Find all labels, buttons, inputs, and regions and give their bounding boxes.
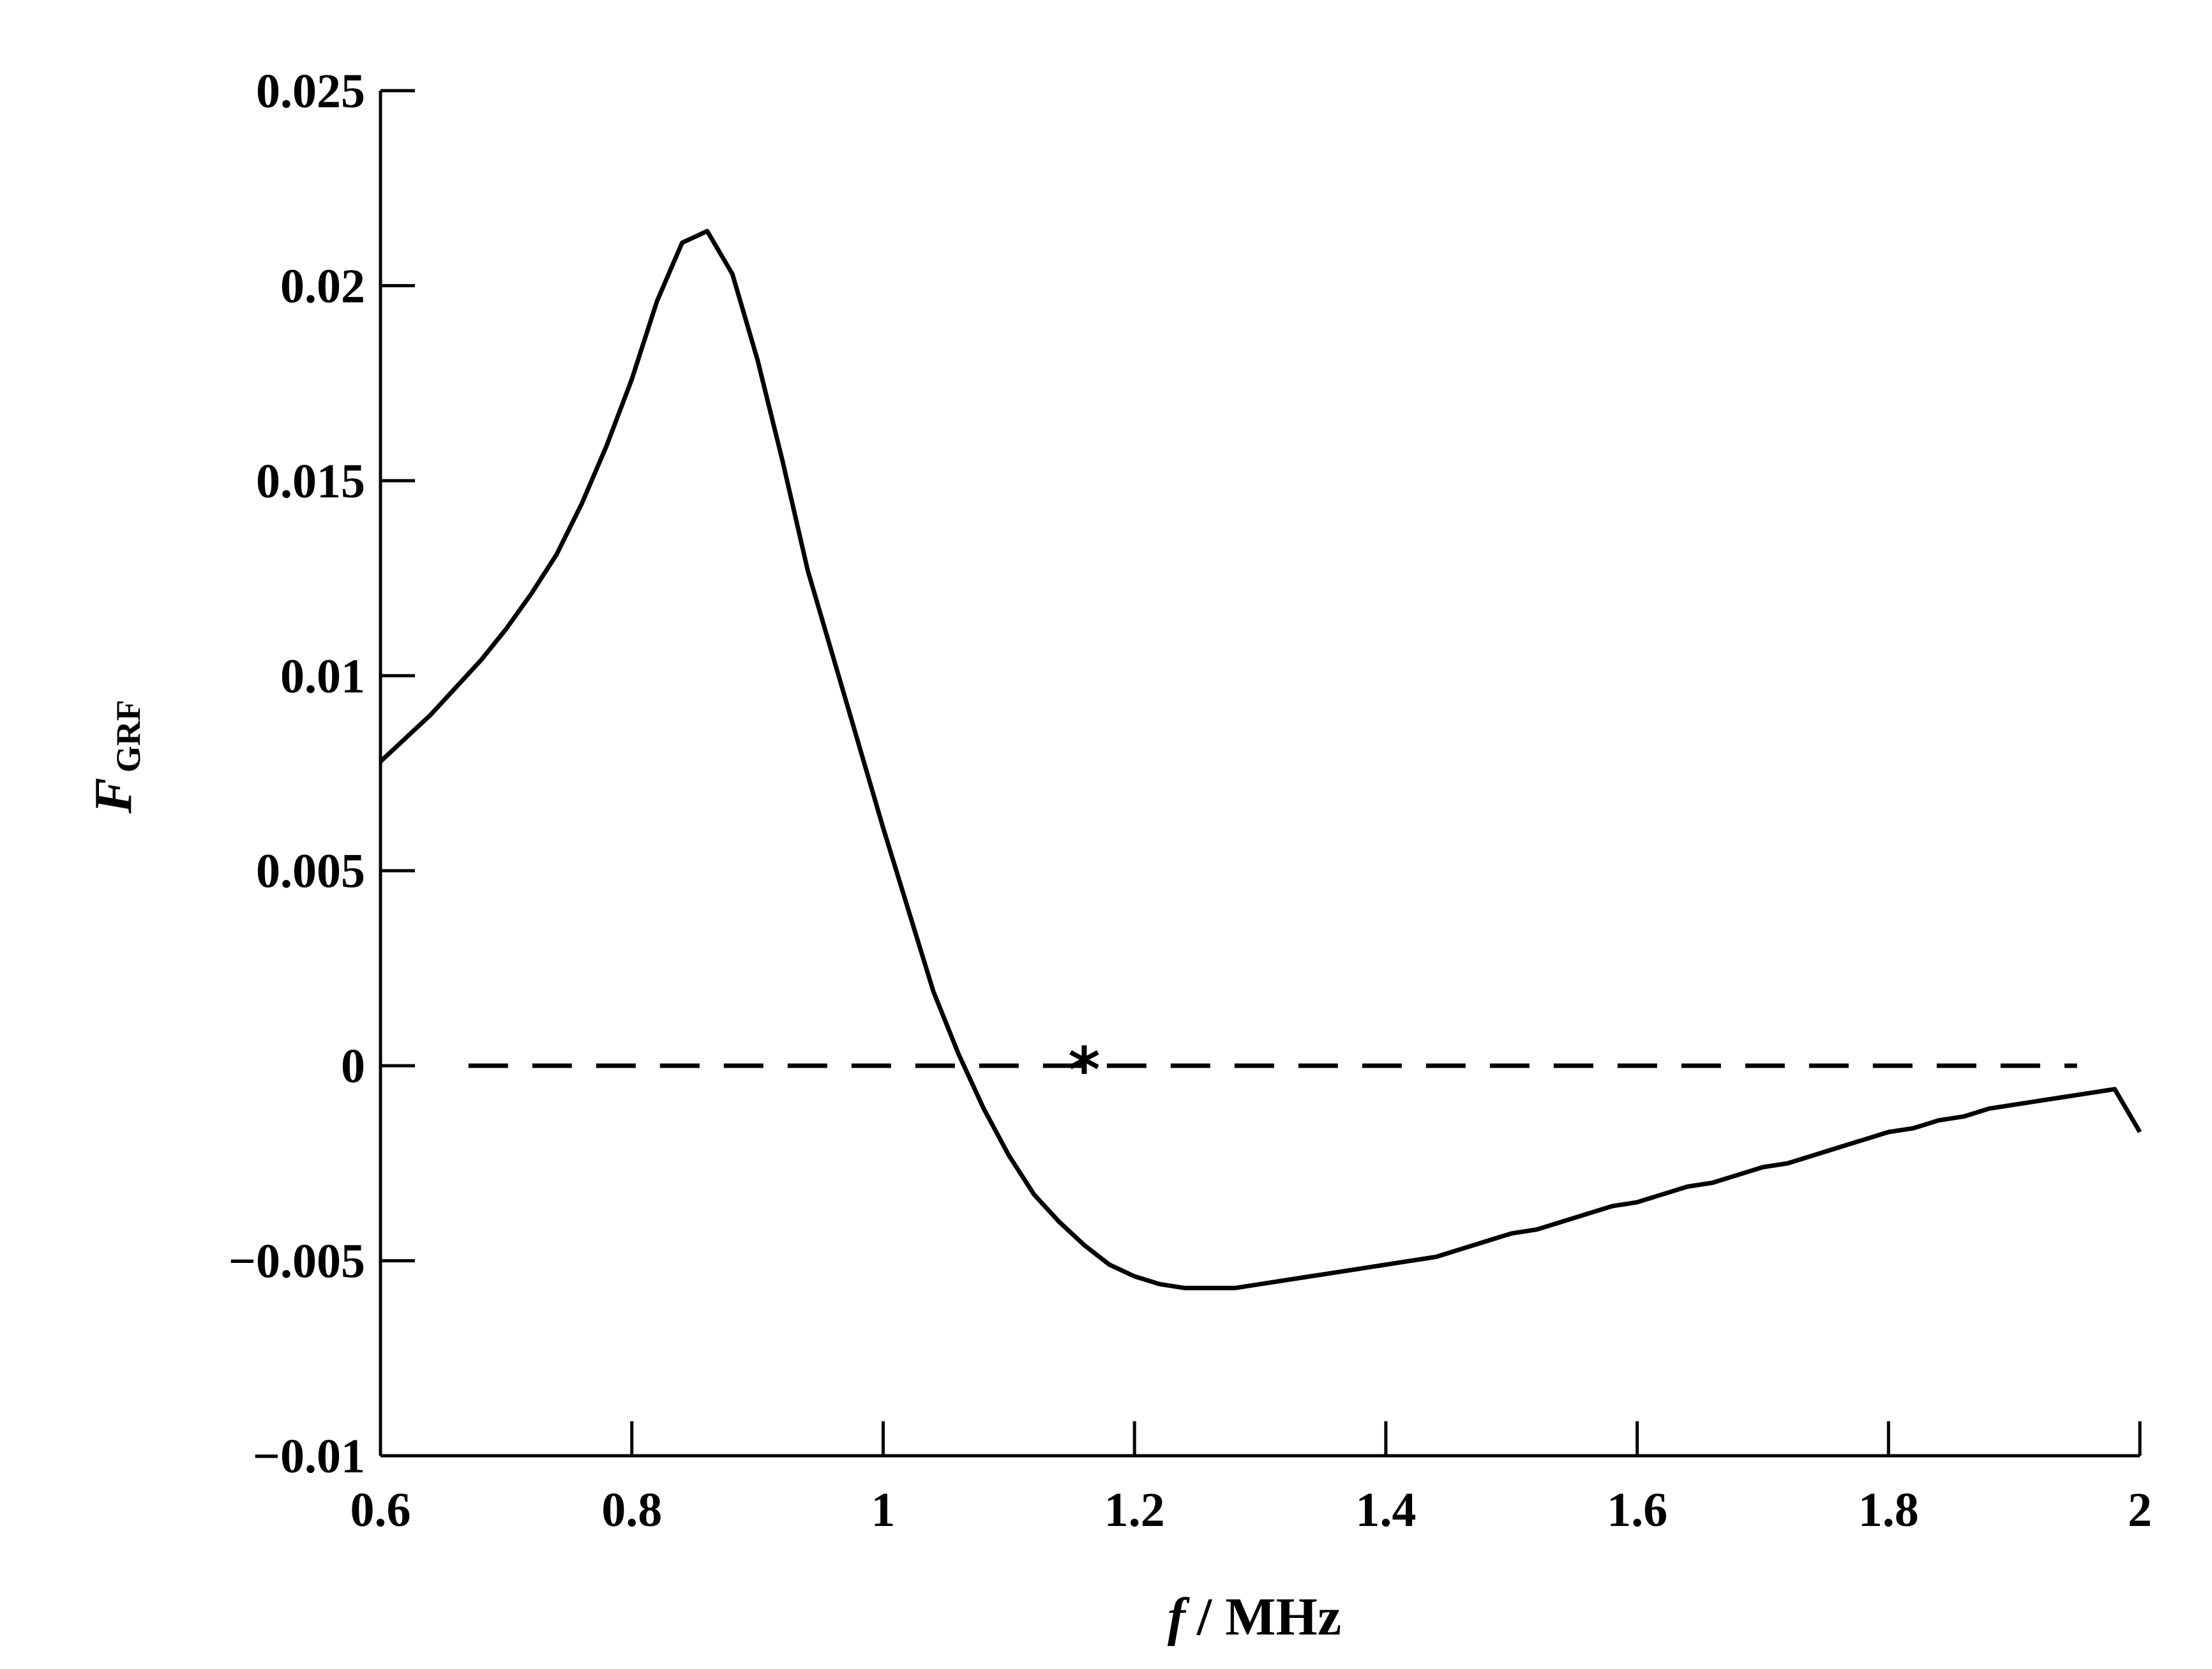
x-tick-label: 1.8: [1858, 1483, 1919, 1537]
y-axis-symbol: F: [84, 778, 143, 814]
y-tick-label: 0: [341, 1039, 365, 1093]
y-tick-label: −0.005: [229, 1235, 365, 1288]
x-tick-label: 1.6: [1607, 1483, 1667, 1537]
y-tick-label: 0.015: [256, 455, 365, 508]
y-tick-label: 0.02: [280, 259, 365, 313]
x-tick-label: 0.8: [601, 1483, 662, 1537]
y-tick-label: −0.01: [253, 1430, 365, 1483]
crossing-marker: *: [1068, 1034, 1100, 1106]
x-axis-symbol: f: [1168, 1587, 1190, 1647]
plot-area: [379, 229, 2142, 1290]
y-tick-label: 0.01: [280, 649, 365, 703]
x-tick-label: 1.4: [1355, 1483, 1416, 1537]
x-tick-label: 1.2: [1104, 1483, 1165, 1537]
y-axis-subscript: GRF: [109, 700, 147, 773]
x-tick-label: 0.6: [350, 1483, 411, 1537]
x-axis-unit: / MHz: [1196, 1587, 1341, 1647]
x-tick-label: 1: [871, 1483, 895, 1537]
y-ticks: −0.01 −0.005 0 0.005 0.01 0.015 0.02 0.025: [229, 64, 415, 1483]
markers: *: [1068, 1034, 1100, 1106]
series-line: [379, 229, 2142, 1290]
x-tick-label: 2: [2128, 1483, 2152, 1537]
y-tick-label: 0.005: [256, 845, 365, 898]
y-tick-label: 0.025: [256, 64, 365, 118]
y-axis-title: F GRF: [84, 700, 147, 814]
axes: [379, 91, 2140, 1458]
x-ticks: 0.6 0.8 1 1.2 1.4 1.6 1.8 2: [350, 1421, 2152, 1537]
x-axis-title: f / MHz: [1168, 1587, 1341, 1647]
